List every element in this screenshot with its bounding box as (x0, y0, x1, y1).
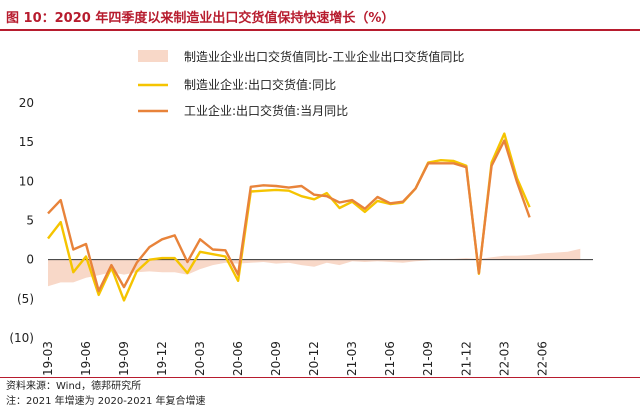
x-tick-label: 19-12 (155, 341, 169, 376)
footer: 资料来源：Wind，德邦研究所 注：2021 年增速为 2020-2021 年复… (6, 379, 206, 409)
legend-label-industrial: 工业企业:出口交货值:当月同比 (184, 103, 348, 118)
legend-label-manufacturing: 制造业企业:出口交货值:同比 (184, 77, 336, 92)
series-diff-area (48, 248, 581, 287)
chart-canvas: 制造业企业出口交货值同比-工业企业出口交货值同比 制造业企业:出口交货值:同比 … (9, 49, 593, 376)
y-tick-label: 5 (26, 214, 34, 228)
x-tick-label: 22-06 (535, 341, 549, 376)
y-tick-label: (10) (9, 331, 34, 345)
footer-divider (0, 377, 640, 378)
legend-swatch-diff (138, 50, 168, 62)
plot-area: 20 15 10 5 0 (5) (10) 19-03 19-06 19-09 19-12 20-03… (9, 96, 593, 376)
title-divider (0, 29, 640, 31)
x-tick-label: 19-06 (79, 341, 93, 376)
series-industrial-line (47, 139, 531, 293)
x-tick-label: 21-06 (383, 341, 397, 376)
x-tick-label: 20-03 (193, 341, 207, 376)
x-tick-label: 19-03 (41, 341, 55, 376)
y-tick-label: 10 (19, 174, 34, 188)
legend-label-diff: 制造业企业出口交货值同比-工业企业出口交货值同比 (184, 49, 464, 64)
x-tick-label: 19-09 (117, 341, 131, 376)
y-tick-label: 20 (19, 96, 34, 110)
series-manufacturing-line (47, 132, 531, 302)
x-tick-label: 21-09 (421, 341, 435, 376)
x-tick-label: 20-09 (269, 341, 283, 376)
x-tick-label: 20-06 (231, 341, 245, 376)
x-tick-label: 21-03 (345, 341, 359, 376)
chart-title: 图 10：2020 年四季度以来制造业出口交货值保持快速增长（%） (6, 11, 395, 26)
source-note: 资料来源：Wind，德邦研究所 (6, 381, 142, 392)
x-tick-label: 20-12 (307, 341, 321, 376)
x-tick-label: 22-03 (497, 341, 511, 376)
x-tick-label: 21-12 (459, 341, 473, 376)
y-tick-label: 0 (26, 253, 34, 267)
y-tick-label: 15 (19, 135, 34, 149)
legend: 制造业企业出口交货值同比-工业企业出口交货值同比 制造业企业:出口交货值:同比 … (138, 49, 464, 118)
y-tick-label: (5) (17, 292, 34, 306)
footnote: 注：2021 年增速为 2020-2021 年复合增速 (6, 396, 206, 407)
